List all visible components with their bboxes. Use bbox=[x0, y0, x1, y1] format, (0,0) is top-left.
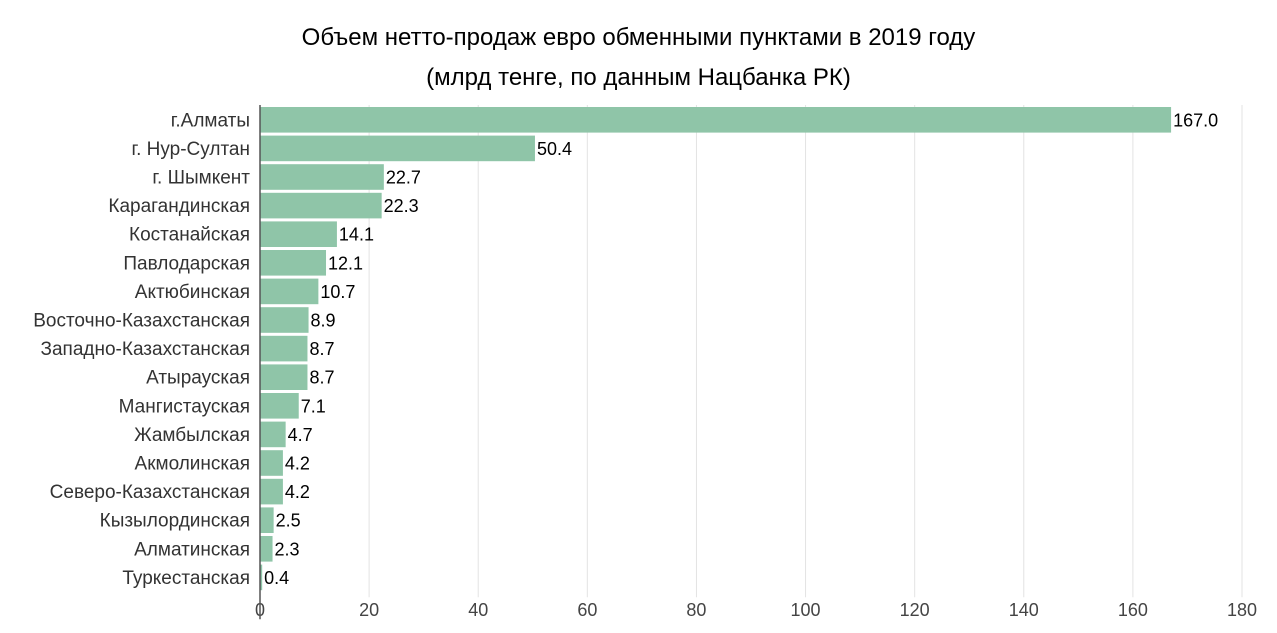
x-tick-label: 80 bbox=[686, 600, 706, 620]
category-label: Мангистауская bbox=[119, 396, 250, 417]
value-label: 4.2 bbox=[285, 454, 310, 474]
value-label: 0.4 bbox=[264, 568, 289, 588]
value-label: 22.7 bbox=[386, 168, 421, 188]
x-tick-label: 160 bbox=[1118, 600, 1148, 620]
x-tick-label: 60 bbox=[577, 600, 597, 620]
category-label: г. Нур-Султан bbox=[131, 139, 250, 160]
bar bbox=[260, 164, 384, 190]
bar bbox=[260, 192, 382, 219]
value-label: 2.3 bbox=[275, 539, 300, 559]
category-label: Акмолинская bbox=[135, 454, 250, 475]
category-label: г. Шымкент bbox=[152, 168, 250, 189]
category-label: Карагандинская bbox=[108, 196, 250, 217]
bar bbox=[260, 135, 535, 162]
value-label: 4.7 bbox=[288, 425, 313, 445]
x-tick-label: 40 bbox=[468, 600, 488, 620]
value-label: 167.0 bbox=[1173, 110, 1218, 130]
category-label: Павлодарская bbox=[123, 253, 250, 274]
category-label: Северо-Казахстанская bbox=[50, 482, 250, 503]
value-label: 12.1 bbox=[328, 253, 363, 273]
bar bbox=[260, 221, 337, 247]
bar bbox=[260, 478, 283, 505]
bar bbox=[260, 107, 1172, 133]
category-labels: г.Алматы г. Нур-Султан г. Шымкент Караганди… bbox=[33, 110, 250, 589]
bar bbox=[260, 364, 308, 390]
value-label: 4.2 bbox=[285, 482, 310, 502]
bar bbox=[260, 250, 327, 276]
value-label: 22.3 bbox=[384, 196, 419, 216]
bar bbox=[260, 564, 263, 591]
value-label: 7.1 bbox=[301, 396, 326, 416]
value-label: 2.5 bbox=[276, 511, 301, 531]
bar bbox=[260, 393, 299, 419]
category-label: Костанайская bbox=[129, 225, 250, 246]
grid-lines bbox=[368, 105, 1243, 598]
bar bbox=[260, 450, 283, 476]
category-label: Кызылординская bbox=[100, 511, 250, 532]
category-label: Актюбинская bbox=[135, 282, 250, 303]
x-tick-label: 180 bbox=[1227, 600, 1257, 620]
chart-title-block: Объем нетто-продаж евро обменными пункта… bbox=[0, 18, 1277, 98]
value-label: 8.9 bbox=[311, 311, 336, 331]
category-label: Туркестанская bbox=[122, 568, 250, 589]
value-label: 14.1 bbox=[339, 225, 374, 245]
bars bbox=[260, 107, 1172, 591]
category-label: Западно-Казахстанская bbox=[41, 339, 251, 360]
x-tick-label: 140 bbox=[1009, 600, 1039, 620]
x-tick-labels: 020406080100120140160180 bbox=[255, 600, 1257, 620]
value-label: 8.7 bbox=[309, 339, 334, 359]
category-label: г.Алматы bbox=[171, 110, 250, 131]
value-label: 10.7 bbox=[320, 282, 355, 302]
category-label: Атырауская bbox=[146, 368, 250, 389]
bar bbox=[260, 421, 286, 448]
x-tick-label: 100 bbox=[791, 600, 821, 620]
value-labels: 167.0 50.4 22.7 22.3 14.1 12.1 10.7 8.9 8.7 8.7 7.… bbox=[264, 110, 1218, 588]
bar bbox=[260, 307, 309, 333]
value-label: 8.7 bbox=[309, 368, 334, 388]
bar bbox=[260, 278, 319, 305]
chart-subtitle: (млрд тенге, по данным Нацбанка РК) bbox=[426, 64, 851, 91]
category-label: Жамбылская bbox=[134, 425, 250, 446]
bar bbox=[260, 536, 273, 562]
category-label: Алматинская bbox=[134, 539, 250, 560]
x-tick-label: 120 bbox=[900, 600, 930, 620]
category-label: Восточно-Казахстанская bbox=[33, 311, 250, 332]
x-tick-label: 20 bbox=[359, 600, 379, 620]
chart-title: Объем нетто-продаж евро обменными пункта… bbox=[301, 24, 976, 51]
bar bbox=[260, 507, 274, 533]
value-label: 50.4 bbox=[537, 139, 572, 159]
bar bbox=[260, 335, 308, 362]
